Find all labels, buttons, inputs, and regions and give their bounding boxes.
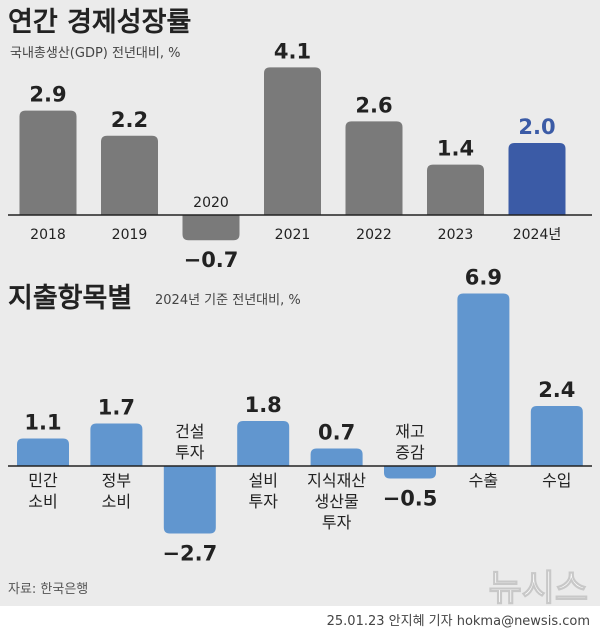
chart2-category-label: 수입: [542, 471, 571, 490]
chart2-title: 지출항목별: [8, 283, 132, 314]
chart1-value-label: 4.1: [274, 39, 311, 63]
chart1-bar: [19, 110, 77, 215]
chart1-bar: [508, 143, 566, 215]
chart1-category-label: 2018: [30, 227, 66, 243]
chart1-value-label: −0.7: [184, 248, 239, 272]
chart2-category-label: 건설 투자: [175, 422, 205, 462]
chart2-category-label: 재고 증감: [395, 422, 425, 462]
chart2-bar: [17, 438, 69, 466]
chart2-bar: [310, 448, 363, 466]
chart2-category-label: 정부 소비: [102, 471, 131, 511]
chart2-value-label: −2.7: [162, 542, 217, 566]
chart2-value-label: 0.7: [318, 421, 355, 445]
chart2-category-label: 설비 투자: [248, 471, 278, 511]
chart1-value-label: 2.2: [111, 108, 148, 132]
chart2-bar: [163, 466, 216, 534]
chart1-value-label: 2.9: [29, 83, 66, 107]
chart1-value-labels: 2.9 2.2 −0.7 4.1 2.6 1.4 2.0: [29, 39, 555, 272]
footer-bar: 25.01.23 안지혜 기자 hokma@newsis.com: [0, 606, 600, 629]
newsis-watermark-logo: 뉴시스: [489, 568, 588, 606]
chart2-category-label: 지식재산 생산물 투자: [307, 471, 366, 532]
reporter-credit: 25.01.23 안지혜 기자 hokma@newsis.com: [326, 614, 590, 629]
chart2-value-label: 1.8: [245, 393, 282, 417]
chart1-bar: [182, 215, 240, 241]
chart1-category-labels: 2018 2019 2020 2021 2022 2023 2024년: [30, 195, 561, 243]
chart2-value-label: 6.9: [465, 266, 502, 290]
chart1-category-label: 2024년: [513, 227, 562, 243]
chart1-bar: [345, 121, 403, 215]
chart1-category-label: 2019: [112, 227, 148, 243]
chart1-value-label: 2.6: [355, 93, 392, 117]
chart-canvas: 연간 경제성장률 국내총생산(GDP) 전년대비, % 2.9 2.2 −0.7 4.…: [8, 7, 592, 606]
chart2-bar: [457, 293, 510, 466]
chart2-bar: [384, 466, 436, 479]
chart1-subtitle: 국내총생산(GDP) 전년대비, %: [10, 46, 180, 61]
chart1-category-label: 2020: [193, 195, 229, 211]
chart2-value-label: 1.1: [24, 411, 61, 435]
chart2-bars: [17, 293, 583, 534]
chart2-value-label: −0.5: [383, 487, 438, 511]
chart2-category-label: 민간 소비: [28, 471, 58, 511]
chart1-bar: [264, 67, 321, 216]
chart2-category-label: 수출: [469, 471, 498, 490]
chart1-category-label: 2023: [438, 227, 474, 243]
chart1-bar: [427, 164, 484, 215]
chart1-category-label: 2021: [275, 227, 311, 243]
chart2-bar: [237, 421, 290, 466]
chart1-category-label: 2022: [356, 227, 392, 243]
chart2-value-label: 2.4: [538, 378, 575, 402]
chart2-value-labels: 1.1 1.7 −2.7 1.8 0.7 −0.5 6.9 2.4: [24, 266, 575, 566]
chart2-bar: [530, 406, 583, 466]
chart1-value-label: 2.0: [518, 115, 555, 139]
chart2-value-label: 1.7: [98, 396, 135, 420]
chart1-bar: [101, 135, 158, 215]
chart1-value-label: 1.4: [437, 137, 474, 161]
chart1-bars: [19, 67, 566, 241]
source-note: 자료: 한국은행: [8, 581, 88, 597]
chart2-bar: [90, 423, 143, 466]
chart2-subtitle: 2024년 기준 전년대비, %: [155, 293, 301, 308]
chart1-title: 연간 경제성장률: [8, 7, 191, 38]
